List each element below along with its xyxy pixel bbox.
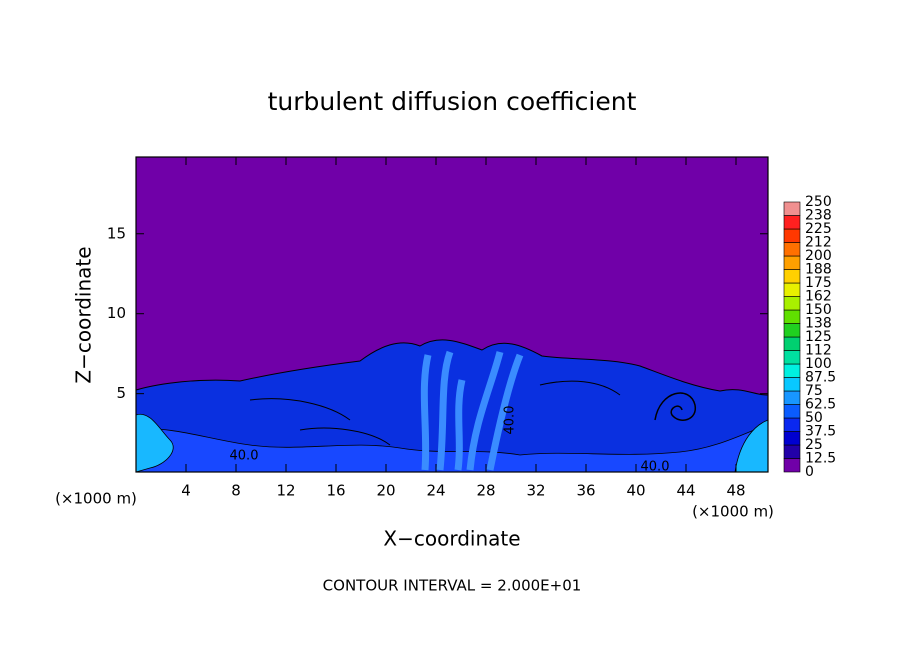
- colorbar-bin: [783, 228, 801, 243]
- plot-frame: [135, 156, 769, 473]
- colorbar-bin: [783, 242, 801, 257]
- y-tick-label: 15: [107, 224, 126, 242]
- x-tick-label: 28: [476, 482, 495, 500]
- x-unit-label: (×1000 m): [55, 490, 137, 508]
- colorbar-label: 238: [805, 208, 832, 224]
- colorbar-bin: [783, 269, 801, 284]
- plume: [420, 350, 524, 471]
- x-tick-label: 24: [426, 482, 445, 500]
- x-tick-label: 48: [726, 482, 745, 500]
- colorbar-bin: [783, 323, 801, 338]
- contour-label: 40.0: [230, 449, 259, 464]
- colorbar-label: 75: [805, 383, 823, 399]
- x-tick-label: 16: [326, 482, 345, 500]
- colorbar-label: 25: [805, 437, 823, 453]
- colorbar-bin: [783, 377, 801, 392]
- colorbar-bin: [783, 282, 801, 297]
- colorbar-label: 0: [805, 464, 814, 480]
- colorbar-label: 62.5: [805, 397, 836, 413]
- colorbar-bin: [783, 417, 801, 432]
- y-tick-label: 5: [116, 384, 126, 402]
- colorbar-label: 125: [805, 329, 832, 345]
- colorbar-label: 162: [805, 289, 832, 305]
- colorbar-label: 200: [805, 248, 832, 264]
- colorbar-bin: [783, 444, 801, 459]
- x-tick-label: 40: [626, 482, 645, 500]
- x-tick-label: 8: [231, 482, 241, 500]
- colorbar-bin: [783, 458, 801, 473]
- field-region: [135, 339, 769, 473]
- colorbar-bin: [783, 309, 801, 324]
- colorbar-bin: [783, 215, 801, 230]
- note: CONTOUR INTERVAL = 2.000E+01: [323, 577, 582, 595]
- chart-title: turbulent diffusion coefficient: [268, 87, 637, 116]
- colorbar-label: 12.5: [805, 451, 836, 467]
- colorbar-label: 225: [805, 221, 832, 237]
- colorbar-label: 250: [805, 194, 832, 210]
- colorbar-label: 87.5: [805, 370, 836, 386]
- x-tick-label: 32: [526, 482, 545, 500]
- colorbar-bin: [783, 336, 801, 351]
- contour-line: [249, 380, 621, 446]
- x-tick-label: 4: [181, 482, 191, 500]
- colorbar-bin: [783, 404, 801, 419]
- colorbar-label: 37.5: [805, 424, 836, 440]
- contour-label: 40.0: [641, 460, 670, 475]
- x-tick-label: 44: [676, 482, 695, 500]
- colorbar-label: 112: [805, 343, 832, 359]
- colorbar-label: 100: [805, 356, 832, 372]
- colorbar-bin: [783, 296, 801, 311]
- contour-line: [654, 392, 696, 421]
- colorbar-label: 188: [805, 262, 832, 278]
- colorbar-label: 150: [805, 302, 832, 318]
- y-tick-label: 10: [107, 304, 126, 322]
- x-axis-label: X−coordinate: [383, 527, 520, 551]
- colorbar-label: 138: [805, 316, 832, 332]
- field: [135, 156, 769, 473]
- colorbar-bin: [783, 255, 801, 270]
- y-axis-label: Z−coordinate: [72, 246, 96, 383]
- x-tick-label: 12: [276, 482, 295, 500]
- colorbar-label: 212: [805, 235, 832, 251]
- x-unit-label: (×1000 m): [692, 503, 774, 521]
- colorbar-label: 175: [805, 275, 832, 291]
- colorbar-bin: [783, 350, 801, 365]
- colorbar-bin: [783, 390, 801, 405]
- contour-label: 40.0: [503, 406, 518, 435]
- colorbar-bin: [783, 431, 801, 446]
- colorbar-bin: [783, 201, 801, 216]
- x-tick-label: 20: [376, 482, 395, 500]
- field-region: [135, 413, 174, 473]
- x-tick-label: 36: [576, 482, 595, 500]
- colorbar-label: 50: [805, 410, 823, 426]
- colorbar-bin: [783, 363, 801, 378]
